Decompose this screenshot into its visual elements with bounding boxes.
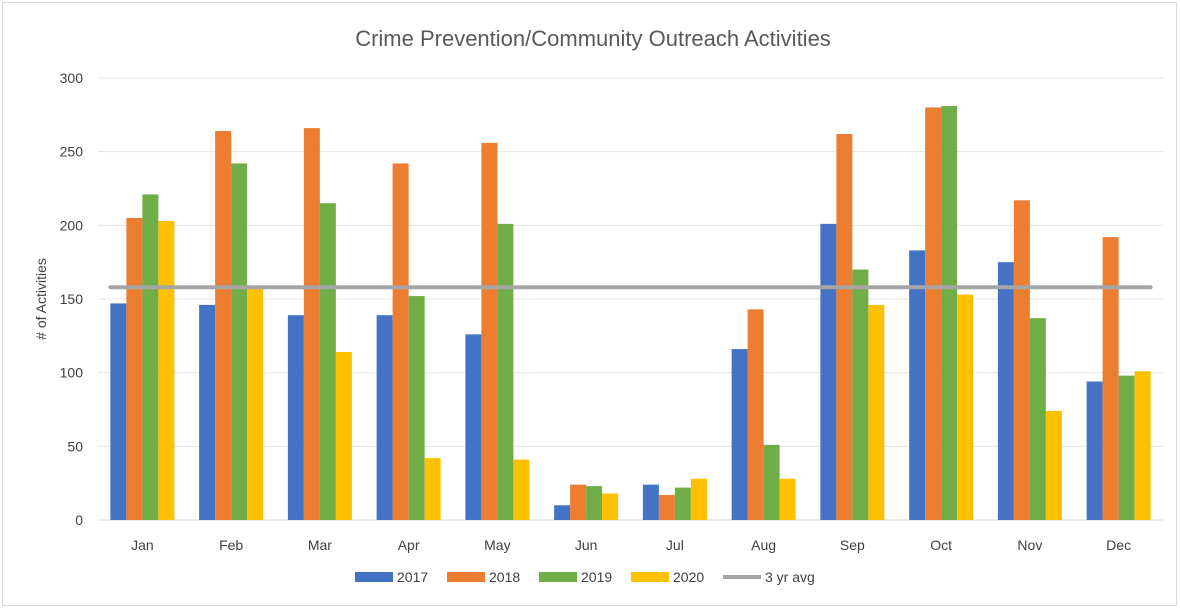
bar-2020-jul xyxy=(690,478,707,520)
bar-2018-jan xyxy=(126,217,143,520)
bar-2019-mar xyxy=(319,203,336,520)
x-tick-label: Nov xyxy=(1017,537,1042,553)
bar-2019-jul xyxy=(674,487,691,520)
legend-label: 2020 xyxy=(673,569,704,585)
bar-2020-dec xyxy=(1134,371,1151,520)
x-tick-label: Aug xyxy=(751,537,776,553)
bar-2018-nov xyxy=(1013,200,1030,520)
bar-2017-jul xyxy=(642,484,659,520)
bar-2019-apr xyxy=(408,296,425,520)
bar-2018-jun xyxy=(570,484,587,520)
x-tick-label: Mar xyxy=(308,537,332,553)
legend-swatch xyxy=(539,572,577,582)
x-tick-label: Apr xyxy=(398,537,420,553)
bar-2020-apr xyxy=(424,458,441,520)
bar-2020-jan xyxy=(158,220,175,520)
x-tick-label: Jun xyxy=(575,537,598,553)
x-tick-label: Feb xyxy=(219,537,243,553)
y-tick-label: 300 xyxy=(60,70,84,86)
bar-2017-sep xyxy=(820,223,837,521)
bar-2017-jan xyxy=(110,303,127,520)
legend-label: 2018 xyxy=(489,569,520,585)
bar-2019-sep xyxy=(852,269,869,520)
bar-2020-aug xyxy=(779,478,796,520)
x-tick-label: May xyxy=(484,537,510,553)
bar-2017-feb xyxy=(199,304,216,520)
y-tick-label: 0 xyxy=(75,512,83,528)
bar-2018-mar xyxy=(303,128,320,520)
bar-2020-feb xyxy=(247,288,264,520)
bar-2017-aug xyxy=(731,349,748,520)
bar-chart: Crime Prevention/Community Outreach Acti… xyxy=(33,26,1163,585)
x-tick-label: Jan xyxy=(131,537,154,553)
legend-label: 3 yr avg xyxy=(765,569,815,585)
y-tick-label: 50 xyxy=(67,438,83,454)
bar-2017-nov xyxy=(997,262,1014,520)
bar-2018-jul xyxy=(658,494,675,520)
x-axis-ticks: Jan Feb Mar Apr May Jun Jul Aug Sep Oct Nov Dec xyxy=(131,537,1131,553)
y-tick-label: 150 xyxy=(60,291,84,307)
legend-label: 2017 xyxy=(397,569,428,585)
bar-2017-may xyxy=(465,334,482,520)
bar-2018-may xyxy=(481,142,498,520)
bar-2019-jun xyxy=(586,486,603,520)
legend-swatch xyxy=(631,572,669,582)
bar-2020-mar xyxy=(335,352,352,520)
bar-2020-nov xyxy=(1045,410,1062,520)
x-tick-label: Oct xyxy=(930,537,952,553)
bar-2018-dec xyxy=(1102,237,1119,520)
bar-2019-oct xyxy=(941,105,958,520)
legend-item-2018: 2018 xyxy=(447,569,520,585)
bar-2020-may xyxy=(513,459,530,520)
bar-2018-apr xyxy=(392,163,409,520)
bar-2019-nov xyxy=(1029,318,1046,520)
legend-label: 2019 xyxy=(581,569,612,585)
x-tick-label: Jul xyxy=(666,537,684,553)
y-tick-label: 250 xyxy=(60,144,84,160)
legend: 2017 2018 2019 2020 3 yr avg xyxy=(355,569,815,585)
gridlines xyxy=(98,77,1163,521)
bars xyxy=(110,105,1151,521)
bar-2017-oct xyxy=(909,250,926,520)
bar-2019-dec xyxy=(1118,375,1135,520)
bar-2017-mar xyxy=(287,315,304,520)
legend-swatch xyxy=(447,572,485,582)
legend-item-2020: 2020 xyxy=(631,569,704,585)
chart-title: Crime Prevention/Community Outreach Acti… xyxy=(355,26,831,51)
legend-item-2017: 2017 xyxy=(355,569,428,585)
bar-2019-feb xyxy=(231,163,248,520)
legend-item-3-yr-avg: 3 yr avg xyxy=(723,569,815,585)
x-tick-label: Dec xyxy=(1106,537,1131,553)
y-axis-title: # of Activities xyxy=(33,258,49,340)
bar-2018-aug xyxy=(747,309,764,520)
bar-2018-feb xyxy=(215,131,232,521)
bar-2020-jun xyxy=(602,493,619,520)
y-tick-label: 200 xyxy=(60,217,84,233)
bar-2020-sep xyxy=(868,304,885,520)
bar-2018-sep xyxy=(836,133,853,520)
x-tick-label: Sep xyxy=(840,537,865,553)
legend-item-2019: 2019 xyxy=(539,569,612,585)
bar-2019-jan xyxy=(142,194,159,521)
bar-2020-oct xyxy=(957,294,974,520)
y-axis-ticks: 0 50 100 150 200 250 300 xyxy=(60,70,84,528)
legend-swatch xyxy=(355,572,393,582)
bar-2017-apr xyxy=(376,315,393,520)
bar-2019-aug xyxy=(763,444,780,520)
bar-2018-oct xyxy=(925,107,942,520)
bar-2019-may xyxy=(497,223,514,521)
bar-2017-jun xyxy=(554,505,571,520)
y-tick-label: 100 xyxy=(60,365,84,381)
bar-2017-dec xyxy=(1086,381,1103,520)
